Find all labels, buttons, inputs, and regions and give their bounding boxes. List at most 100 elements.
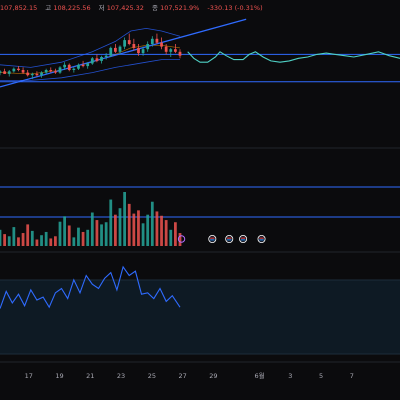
candle[interactable] — [114, 44, 117, 54]
marker-stripe-blue — [210, 239, 215, 241]
candle[interactable] — [90, 57, 94, 65]
volume-bar[interactable] — [118, 208, 122, 246]
volume-bar[interactable] — [77, 227, 80, 246]
volume-bar[interactable] — [54, 236, 57, 246]
candle[interactable] — [95, 54, 99, 63]
candle[interactable] — [150, 36, 154, 47]
volume-bar[interactable] — [132, 213, 136, 246]
candle[interactable] — [155, 33, 159, 44]
time-axis-tick-label: 19 — [55, 372, 63, 380]
time-axis[interactable]: 17 19 21 23 25 27 29 6월 3 5 7 — [25, 371, 354, 380]
event-flag-icon[interactable] — [225, 234, 234, 243]
volume-bar[interactable] — [3, 234, 6, 246]
volume-bar[interactable] — [137, 210, 140, 246]
volume-bar[interactable] — [0, 229, 2, 246]
volume-bar[interactable] — [7, 236, 11, 246]
candle-body — [86, 63, 90, 67]
volume-bar[interactable] — [146, 214, 150, 246]
candle[interactable] — [174, 44, 177, 54]
time-axis-tick-label: 3 — [288, 372, 292, 380]
candle[interactable] — [109, 46, 113, 57]
candle[interactable] — [81, 60, 85, 68]
candle[interactable] — [26, 70, 30, 77]
volume-bar[interactable] — [95, 220, 99, 246]
candle[interactable] — [123, 37, 126, 50]
candle[interactable] — [54, 68, 57, 74]
candle[interactable] — [67, 63, 71, 72]
oscillator-pane[interactable] — [0, 265, 181, 309]
time-axis-tick-label: 5 — [319, 372, 323, 380]
trendline[interactable] — [0, 18, 247, 88]
candle[interactable] — [0, 70, 2, 76]
candle[interactable] — [178, 49, 182, 59]
volume-bar[interactable] — [169, 229, 173, 246]
event-flag-icon[interactable] — [208, 234, 217, 243]
candle[interactable] — [12, 67, 16, 73]
volume-bar[interactable] — [63, 216, 66, 246]
candle[interactable] — [164, 44, 168, 55]
volume-bar[interactable] — [21, 233, 25, 246]
volume-bar[interactable] — [26, 224, 30, 246]
candle-body — [141, 49, 145, 54]
event-flag-icon[interactable] — [257, 234, 266, 243]
candle[interactable] — [137, 44, 140, 56]
candle[interactable] — [63, 62, 66, 70]
volume-bar[interactable] — [178, 233, 182, 246]
volume-bar[interactable] — [30, 230, 34, 246]
volume-bar[interactable] — [164, 220, 168, 246]
candle[interactable] — [7, 70, 11, 77]
time-axis-tick-label: 25 — [148, 372, 156, 380]
event-flag-icon[interactable] — [239, 234, 248, 243]
candle[interactable] — [49, 67, 53, 73]
candle[interactable] — [40, 71, 43, 78]
volume-bar[interactable] — [104, 222, 108, 246]
volume-bar[interactable] — [49, 238, 53, 246]
candle[interactable] — [17, 66, 20, 72]
volume-bar[interactable] — [100, 224, 103, 246]
oscillator-line[interactable] — [0, 265, 181, 309]
volume-bar[interactable] — [12, 227, 16, 246]
candle[interactable] — [100, 55, 103, 64]
volume-bar[interactable] — [58, 221, 62, 246]
candle[interactable] — [146, 41, 150, 52]
candle[interactable] — [160, 37, 163, 50]
candle[interactable] — [118, 45, 122, 55]
volume-bar[interactable] — [67, 225, 71, 246]
candle[interactable] — [127, 33, 131, 46]
candle[interactable] — [141, 46, 145, 56]
candle[interactable] — [72, 67, 76, 73]
volume-bar[interactable] — [150, 201, 154, 246]
candle[interactable] — [3, 68, 6, 74]
candle[interactable] — [86, 62, 90, 69]
volume-bar[interactable] — [90, 212, 94, 246]
candle[interactable] — [58, 66, 62, 74]
volume-pane[interactable] — [0, 192, 266, 246]
volume-bar[interactable] — [114, 214, 117, 246]
price-pane[interactable] — [0, 18, 400, 88]
volume-bar[interactable] — [123, 192, 126, 246]
volume-bar[interactable] — [81, 231, 85, 246]
candle[interactable] — [169, 47, 173, 57]
candle[interactable] — [21, 67, 25, 74]
candle[interactable] — [44, 68, 48, 74]
candle[interactable] — [132, 38, 136, 51]
volume-bar[interactable] — [72, 237, 76, 246]
volume-bar[interactable] — [109, 199, 113, 246]
candle[interactable] — [30, 72, 34, 80]
candle[interactable] — [104, 53, 108, 60]
volume-bar[interactable] — [155, 211, 159, 246]
volume-bar[interactable] — [40, 235, 43, 246]
candle[interactable] — [35, 71, 39, 77]
volume-bar[interactable] — [174, 222, 177, 246]
volume-bar[interactable] — [44, 231, 48, 246]
volume-bar[interactable] — [35, 239, 39, 246]
volume-bar[interactable] — [127, 203, 131, 246]
candle[interactable] — [77, 63, 80, 71]
volume-bar[interactable] — [160, 215, 163, 246]
volume-bar[interactable] — [17, 237, 20, 246]
current-bar-marker[interactable] — [177, 235, 186, 243]
projection-line[interactable] — [187, 51, 400, 63]
volume-bar[interactable] — [141, 223, 145, 246]
volume-bar[interactable] — [86, 229, 90, 246]
